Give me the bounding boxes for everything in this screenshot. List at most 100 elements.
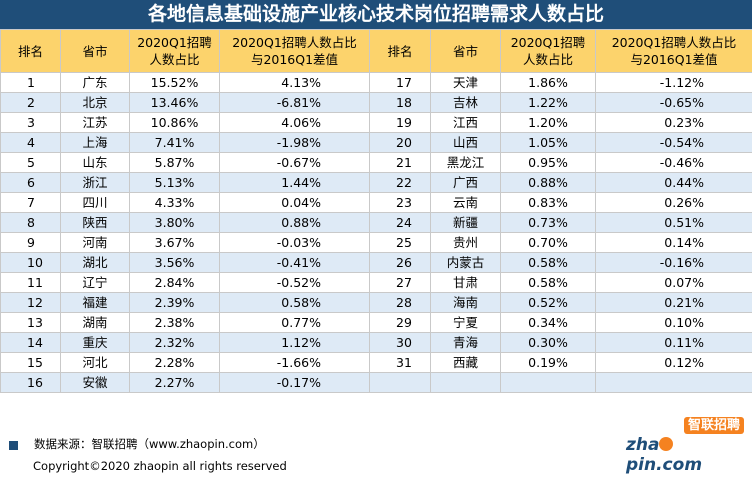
left-ratio-cell: 7.41%: [129, 132, 220, 153]
right-rank-cell: 26: [369, 252, 431, 273]
left-ratio-cell: 2.38%: [129, 312, 220, 333]
right-ratio-cell: 0.95%: [500, 152, 596, 173]
right-diff-cell: -0.65%: [595, 92, 752, 113]
data-source: 数据来源：智联招聘（www.zhaopin.com）: [34, 437, 265, 451]
table-row: 7 四川 4.33% 0.04% 23 云南 0.83% 0.26%: [0, 192, 752, 213]
right-province-cell: 黑龙江: [430, 152, 501, 173]
right-ratio-cell: 0.73%: [500, 212, 596, 233]
right-ratio-cell: 1.22%: [500, 92, 596, 113]
right-province-cell: 贵州: [430, 232, 501, 253]
left-province-cell: 四川: [60, 192, 130, 213]
right-ratio-cell: 0.34%: [500, 312, 596, 333]
header-ratio: 2020Q1招聘 人数占比: [129, 29, 220, 73]
table-row: 9 河南 3.67% -0.03% 25 贵州 0.70% 0.14%: [0, 232, 752, 253]
right-diff-cell: 0.11%: [595, 332, 752, 353]
left-ratio-cell: 3.80%: [129, 212, 220, 233]
right-ratio-cell: 0.88%: [500, 172, 596, 193]
right-province-cell: 内蒙古: [430, 252, 501, 273]
right-rank-cell: 22: [369, 172, 431, 193]
header-diff: 2020Q1招聘人数占比 与2016Q1差值: [595, 29, 752, 73]
left-rank-cell: 5: [0, 152, 61, 173]
right-ratio-cell: 0.19%: [500, 352, 596, 373]
right-ratio-cell: 0.83%: [500, 192, 596, 213]
right-province-cell: 西藏: [430, 352, 501, 373]
header-rank: 排名: [369, 29, 431, 73]
right-ratio-cell: 1.86%: [500, 72, 596, 93]
left-rank-cell: 15: [0, 352, 61, 373]
right-rank-cell: 23: [369, 192, 431, 213]
right-rank-cell: 19: [369, 112, 431, 133]
table-row: 10 湖北 3.56% -0.41% 26 内蒙古 0.58% -0.16%: [0, 252, 752, 273]
left-rank-cell: 16: [0, 372, 61, 393]
left-province-cell: 湖南: [60, 312, 130, 333]
right-province-cell: 海南: [430, 292, 501, 313]
left-province-cell: 浙江: [60, 172, 130, 193]
table-row: 16 安徽 2.27% -0.17%: [0, 372, 752, 393]
right-rank-cell: 17: [369, 72, 431, 93]
table-row: 12 福建 2.39% 0.58% 28 海南 0.52% 0.21%: [0, 292, 752, 313]
right-diff-cell: 0.07%: [595, 272, 752, 293]
left-rank-cell: 13: [0, 312, 61, 333]
table-row: 3 江苏 10.86% 4.06% 19 江西 1.20% 0.23%: [0, 112, 752, 133]
source-marker: [9, 441, 18, 450]
left-ratio-cell: 2.28%: [129, 352, 220, 373]
right-province-cell: 云南: [430, 192, 501, 213]
left-diff-cell: 4.06%: [219, 112, 370, 133]
right-ratio-cell: 0.30%: [500, 332, 596, 353]
left-diff-cell: 0.04%: [219, 192, 370, 213]
copyright-text: Copyright©2020 zhaopin all rights reserv…: [33, 459, 287, 473]
left-diff-cell: -0.41%: [219, 252, 370, 273]
left-diff-cell: 1.12%: [219, 332, 370, 353]
left-diff-cell: -1.66%: [219, 352, 370, 373]
left-ratio-cell: 2.84%: [129, 272, 220, 293]
table-row: 1 广东 15.52% 4.13% 17 天津 1.86% -1.12%: [0, 72, 752, 93]
table-row: 2 北京 13.46% -6.81% 18 吉林 1.22% -0.65%: [0, 92, 752, 113]
left-province-cell: 福建: [60, 292, 130, 313]
left-rank-cell: 10: [0, 252, 61, 273]
left-diff-cell: 4.13%: [219, 72, 370, 93]
left-ratio-cell: 15.52%: [129, 72, 220, 93]
zhaopin-logo: 智联招聘 zhapin.com: [624, 417, 748, 475]
left-diff-cell: 1.44%: [219, 172, 370, 193]
right-diff-cell: 0.21%: [595, 292, 752, 313]
right-rank-cell: 31: [369, 352, 431, 373]
right-province-cell: 广西: [430, 172, 501, 193]
right-diff-cell: -0.46%: [595, 152, 752, 173]
table-row: 15 河北 2.28% -1.66% 31 西藏 0.19% 0.12%: [0, 352, 752, 373]
left-ratio-cell: 13.46%: [129, 92, 220, 113]
right-province-cell: 山西: [430, 132, 501, 153]
right-rank-cell: 28: [369, 292, 431, 313]
right-diff-cell: [595, 372, 752, 393]
right-rank-cell: 21: [369, 152, 431, 173]
left-rank-cell: 4: [0, 132, 61, 153]
left-diff-cell: -0.17%: [219, 372, 370, 393]
left-ratio-cell: 5.13%: [129, 172, 220, 193]
header-province: 省市: [430, 29, 501, 73]
left-province-cell: 重庆: [60, 332, 130, 353]
header-rank: 排名: [0, 29, 61, 73]
left-ratio-cell: 4.33%: [129, 192, 220, 213]
left-province-cell: 湖北: [60, 252, 130, 273]
header-ratio: 2020Q1招聘 人数占比: [500, 29, 596, 73]
left-rank-cell: 1: [0, 72, 61, 93]
right-rank-cell: 30: [369, 332, 431, 353]
left-diff-cell: -0.67%: [219, 152, 370, 173]
left-province-cell: 江苏: [60, 112, 130, 133]
right-rank-cell: [369, 372, 431, 393]
left-ratio-cell: 3.56%: [129, 252, 220, 273]
left-province-cell: 辽宁: [60, 272, 130, 293]
left-rank-cell: 6: [0, 172, 61, 193]
header-diff: 2020Q1招聘人数占比 与2016Q1差值: [219, 29, 370, 73]
right-rank-cell: 29: [369, 312, 431, 333]
left-province-cell: 北京: [60, 92, 130, 113]
right-province-cell: 甘肃: [430, 272, 501, 293]
left-province-cell: 上海: [60, 132, 130, 153]
right-diff-cell: 0.44%: [595, 172, 752, 193]
logo-o-mark: [659, 437, 674, 451]
page-title: 各地信息基础设施产业核心技术岗位招聘需求人数占比: [0, 0, 752, 29]
table-row: 4 上海 7.41% -1.98% 20 山西 1.05% -0.54%: [0, 132, 752, 153]
logo-english-text: zhapin.com: [626, 435, 703, 475]
right-diff-cell: 0.10%: [595, 312, 752, 333]
right-diff-cell: -1.12%: [595, 72, 752, 93]
right-ratio-cell: 0.58%: [500, 252, 596, 273]
